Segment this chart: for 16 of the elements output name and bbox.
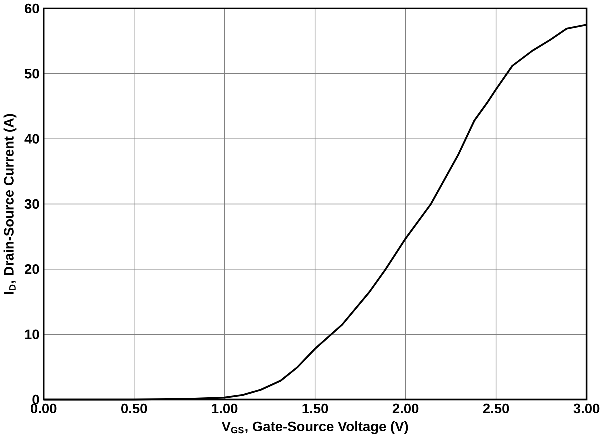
- x-tick-label: 0.50: [122, 404, 148, 414]
- x-tick-label: 1.50: [302, 404, 328, 414]
- y-tick-label: 50: [24, 68, 40, 79]
- y-axis-title: I$_{D}$, Drain-Source Current (A): [4, 114, 17, 294]
- y-tick-label: 60: [25, 4, 40, 14]
- x-tick-label: 2.00: [392, 404, 419, 414]
- y-tick-label: 10: [25, 330, 40, 340]
- x-tick-label: 3.00: [574, 404, 600, 414]
- y-tick-label: 30: [24, 199, 40, 210]
- y-tick-label: 0: [32, 394, 40, 405]
- x-tick-label: 0.00: [31, 404, 57, 414]
- x-axis-title: V$_{GS}$, Gate-Source Voltage (V): [222, 421, 408, 434]
- y-tick-label: 20: [25, 264, 40, 274]
- y-tick-label: 40: [24, 134, 40, 144]
- x-tick-label: 2.50: [483, 404, 510, 414]
- x-tick-label: 1.00: [212, 404, 238, 414]
